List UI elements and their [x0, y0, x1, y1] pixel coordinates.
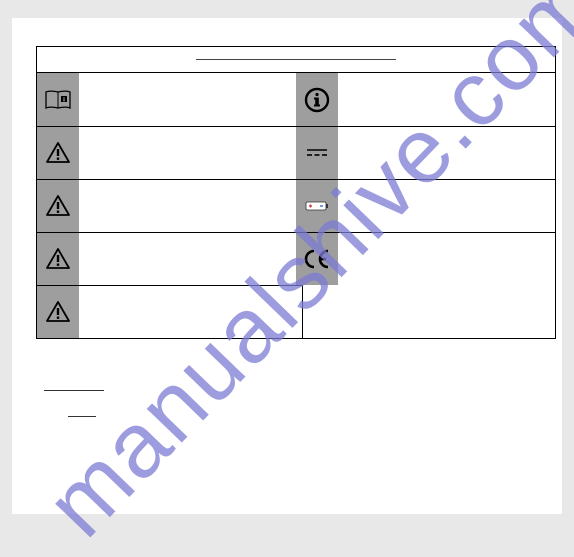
icon-cell [37, 180, 79, 232]
icon-cell [37, 233, 79, 285]
desc-cell [79, 180, 296, 232]
ce-icon [302, 248, 332, 270]
table-row [37, 285, 303, 338]
warning-icon [45, 247, 71, 271]
icon-cell [37, 73, 79, 126]
desc-cell [338, 233, 555, 285]
footer-rule [44, 390, 104, 391]
page-container [12, 18, 562, 514]
icon-cell [296, 180, 338, 232]
footer-rule [68, 416, 96, 417]
desc-cell [338, 127, 555, 179]
icon-cell [37, 286, 79, 338]
icon-cell [296, 73, 338, 126]
desc-cell [79, 233, 296, 285]
header-rule [196, 59, 396, 60]
table-row [37, 232, 555, 285]
icon-cell [37, 127, 79, 179]
battery-icon [303, 199, 331, 213]
warning-icon [45, 194, 71, 218]
icon-cell [296, 127, 338, 179]
table-header [37, 47, 555, 73]
table-row [37, 179, 555, 232]
symbol-table [36, 46, 556, 339]
table-row [37, 73, 555, 126]
desc-cell [338, 73, 555, 126]
desc-cell [79, 127, 296, 179]
dc-icon [304, 145, 330, 161]
warning-icon [45, 300, 71, 324]
desc-cell [79, 73, 296, 126]
manual-icon [44, 88, 72, 112]
table-row [37, 126, 555, 179]
icon-cell [296, 233, 338, 285]
desc-cell [338, 180, 555, 232]
warning-icon [45, 141, 71, 165]
desc-cell [79, 286, 303, 338]
info-icon [304, 87, 330, 113]
